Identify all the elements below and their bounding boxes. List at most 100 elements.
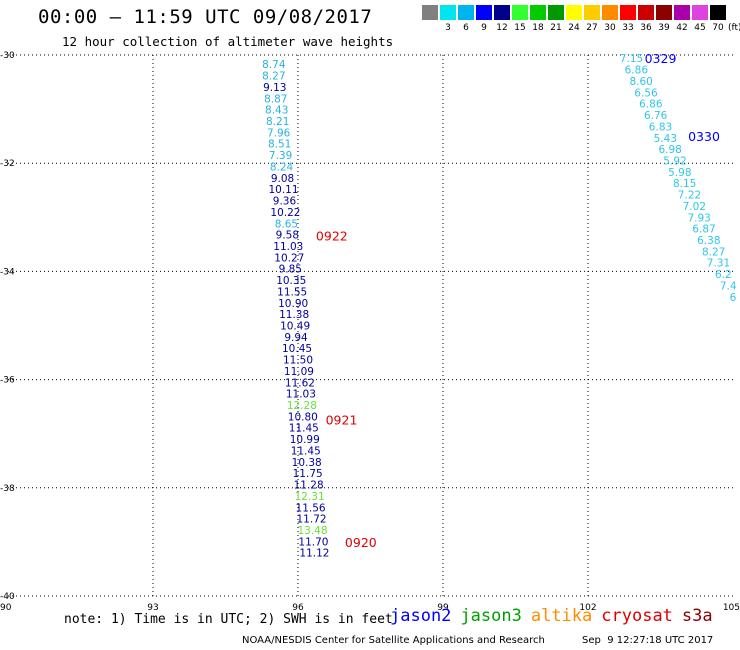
wave-height-point: 11.55 — [277, 286, 307, 298]
legend-entry-jason3: jason3 — [460, 606, 522, 626]
pass-time-label: 0329 — [645, 51, 677, 66]
wave-height-point: 5.43 — [654, 133, 677, 145]
colorbar-label: 27 — [586, 23, 598, 33]
colorbar-swatch — [638, 5, 654, 20]
colorbar-swatch — [692, 5, 708, 20]
colorbar-label: 6 — [463, 23, 469, 33]
wave-height-point: 11.09 — [284, 366, 314, 378]
legend-entry-altika: altika — [530, 606, 593, 626]
wave-height-point: 8.51 — [268, 139, 291, 151]
wave-height-point: 6.86 — [625, 65, 649, 77]
page-title: 00:00 – 11:59 UTC 09/08/2017 — [38, 6, 373, 28]
wave-height-point: 10.99 — [290, 434, 320, 446]
x-tick-label: 102 — [579, 603, 596, 613]
wave-height-point: 10.11 — [268, 184, 298, 196]
wave-height-point: 8.15 — [673, 178, 696, 190]
colorbar-label: 9 — [481, 23, 487, 33]
x-tick-label: 105 — [723, 603, 740, 613]
wave-height-point: 7.96 — [267, 127, 291, 139]
wave-height-point: 11.45 — [291, 445, 321, 457]
colorbar-swatch — [476, 5, 492, 20]
wave-height-point: 11.72 — [297, 514, 327, 526]
wave-height-point: 8.24 — [270, 161, 294, 173]
y-tick-label: -32 — [0, 159, 15, 169]
wave-height-point: 8.60 — [629, 76, 652, 88]
page-subtitle: 12 hour collection of altimeter wave hei… — [62, 34, 394, 49]
pass-time-label: 0330 — [688, 129, 720, 144]
pass-time-label: 0921 — [326, 413, 358, 428]
y-tick-label: -40 — [0, 592, 15, 602]
wave-height-point: 6.98 — [658, 144, 681, 156]
colorbar-label: 3 — [445, 23, 451, 33]
wave-height-point: 8.43 — [265, 105, 288, 117]
wave-height-point: 10.90 — [278, 298, 308, 310]
wave-height-point: 5.92 — [663, 155, 686, 167]
wave-height-point: 10.35 — [276, 275, 306, 287]
wave-height-point: 6.83 — [649, 121, 672, 133]
colorbar-swatch — [494, 5, 510, 20]
wave-height-point: 8.87 — [264, 93, 287, 105]
wave-height-point: 9.94 — [284, 332, 308, 344]
colorbar-swatch — [422, 5, 438, 20]
wave-height-point: 9.13 — [263, 82, 286, 94]
wave-height-point: 10.80 — [288, 411, 318, 423]
wave-height-point: 13.48 — [297, 525, 327, 537]
colorbar-label: 15 — [514, 23, 526, 33]
wave-height-point: 11.56 — [296, 502, 326, 514]
wave-height-point: 7.22 — [678, 190, 701, 202]
legend-entry-cryosat: cryosat — [601, 606, 673, 626]
wave-height-point: 9.58 — [276, 230, 299, 242]
y-tick-label: -36 — [0, 376, 15, 386]
wave-height-point: 10.45 — [282, 343, 312, 355]
colorbar-label: 12 — [496, 23, 508, 33]
x-tick-label: 90 — [0, 603, 12, 613]
wave-height-point: 11.28 — [294, 480, 324, 492]
y-tick-label: -34 — [0, 267, 15, 277]
colorbar-label: 45 — [694, 23, 706, 33]
legend-entry-jason2: jason2 — [390, 606, 452, 626]
colorbar-label: 70 — [712, 23, 724, 33]
wave-height-point: 11.38 — [279, 309, 309, 321]
wave-height-point: 6.2 — [715, 269, 732, 281]
wave-height-point: 11.50 — [283, 355, 313, 367]
colorbar-swatch — [674, 5, 690, 20]
colorbar-swatch — [656, 5, 672, 20]
colorbar-unit: (ft) — [728, 23, 740, 33]
wave-height-point: 11.12 — [299, 548, 329, 560]
colorbar-label: 36 — [640, 23, 652, 33]
colorbar-swatch — [602, 5, 618, 20]
wave-height-point: 6.86 — [639, 99, 663, 111]
colorbar-label: 42 — [676, 23, 688, 33]
colorbar-swatch — [710, 5, 726, 20]
wave-height-point: 11.03 — [286, 389, 316, 401]
x-tick-label: 93 — [147, 603, 158, 613]
y-tick-label: -30 — [0, 51, 15, 61]
wave-height-point: 8.74 — [262, 59, 286, 71]
colorbar-swatch — [584, 5, 600, 20]
colorbar-label: 24 — [568, 23, 580, 33]
wave-height-point: 7.4 — [720, 280, 737, 292]
wave-height-point: 11.70 — [298, 536, 328, 548]
wave-height-point: 11.03 — [273, 241, 303, 253]
wave-height-point: 7.15 — [620, 53, 643, 65]
footer-credit: NOAA/NESDIS Center for Satellite Applica… — [242, 635, 545, 646]
x-tick-label: 96 — [292, 603, 304, 613]
wave-height-point: 6.38 — [697, 235, 720, 247]
pass-time-label: 0920 — [345, 535, 377, 550]
colorbar-swatch — [512, 5, 528, 20]
wave-height-point: 10.49 — [280, 321, 310, 333]
y-tick-label: -38 — [0, 484, 15, 494]
wave-height-point: 7.39 — [269, 150, 292, 162]
wave-height-point: 7.93 — [687, 212, 710, 224]
wave-height-point: 10.22 — [270, 207, 300, 219]
wave-height-point: 10.38 — [292, 457, 322, 469]
wave-height-point: 7.31 — [707, 258, 730, 270]
colorbar-swatch — [530, 5, 546, 20]
wave-height-point: 8.27 — [702, 246, 725, 258]
colorbar-label: 33 — [622, 23, 634, 33]
footer-note: note: 1) Time is in UTC; 2) SWH is in fe… — [64, 612, 393, 627]
wave-height-point: 11.62 — [285, 377, 315, 389]
x-tick-label: 99 — [437, 603, 449, 613]
colorbar-swatch — [458, 5, 474, 20]
